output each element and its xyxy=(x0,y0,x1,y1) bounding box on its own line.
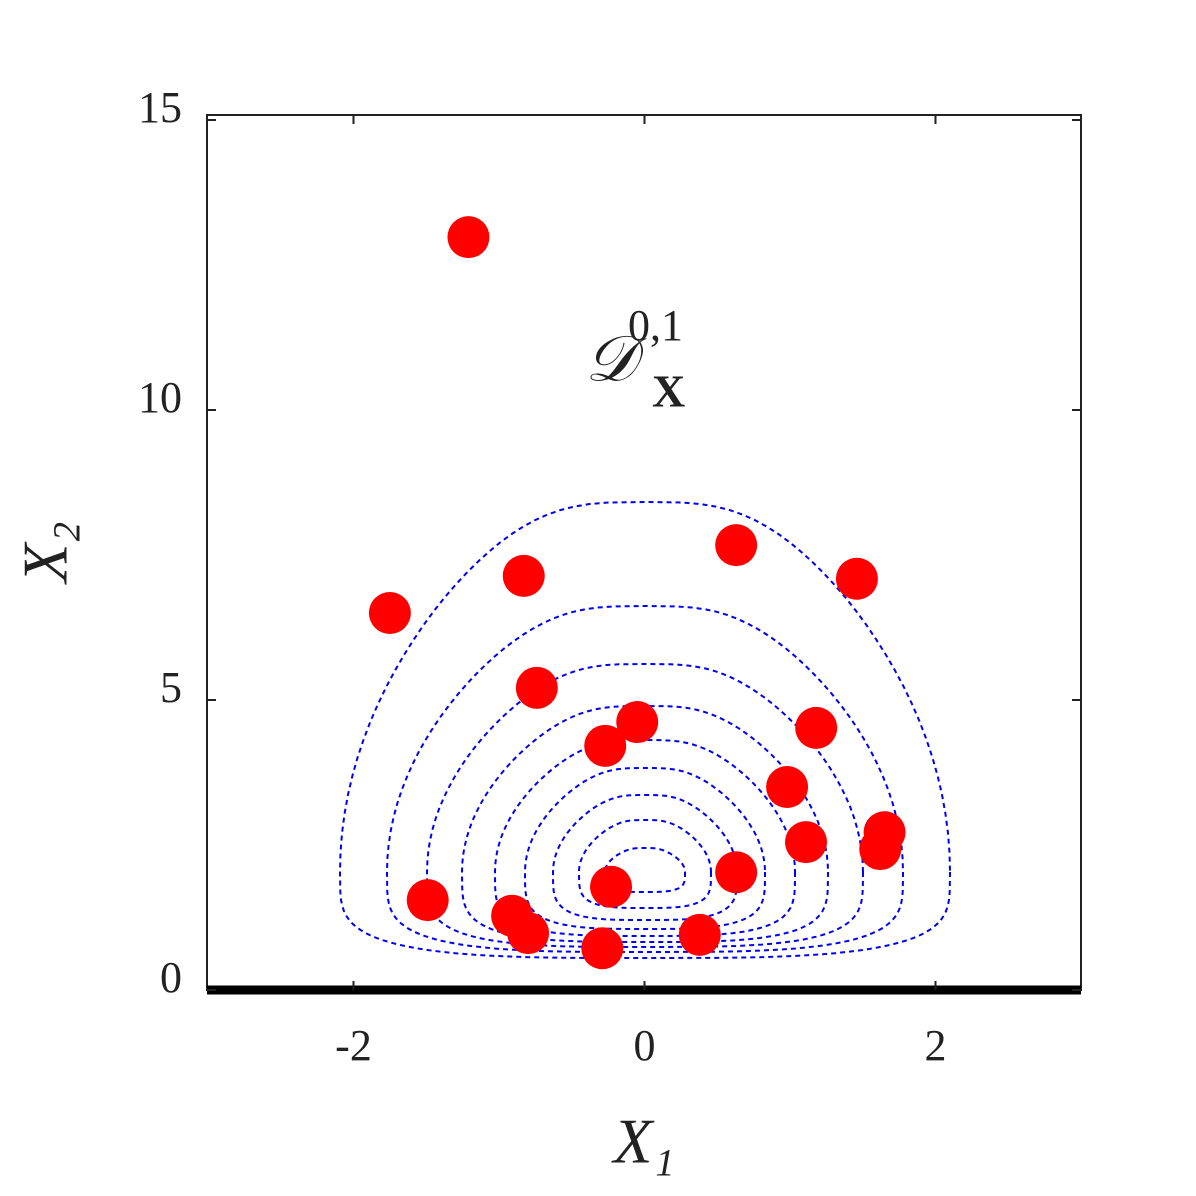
point xyxy=(368,592,411,634)
contour-line xyxy=(493,738,797,937)
point xyxy=(616,701,659,744)
y-tick-label: 10 xyxy=(138,373,182,422)
contour-line xyxy=(551,793,739,921)
contour-line xyxy=(460,704,830,943)
point xyxy=(835,557,878,600)
point xyxy=(785,821,828,864)
point xyxy=(581,927,624,970)
x-axis-label: X₁ xyxy=(610,1106,674,1177)
y-tick-label: 15 xyxy=(138,83,182,132)
point xyxy=(515,666,558,709)
contour-line xyxy=(385,604,905,954)
contour-line xyxy=(577,818,713,909)
contour-line xyxy=(338,500,952,960)
point xyxy=(766,766,809,808)
x-tick-label: 2 xyxy=(925,1021,947,1070)
x-tick-label: -2 xyxy=(335,1021,372,1070)
contour-line xyxy=(523,766,767,930)
point xyxy=(590,865,633,908)
annotation-subscript: X xyxy=(652,366,685,417)
point xyxy=(678,913,721,956)
x-tick-label: 0 xyxy=(634,1021,656,1070)
point xyxy=(406,879,449,922)
y-tick-label: 0 xyxy=(160,953,182,1002)
contour-line xyxy=(425,662,865,949)
point xyxy=(447,216,490,259)
annotation-superscript: 0,1 xyxy=(628,301,683,350)
y-axis-label: X₂ xyxy=(10,521,81,585)
point xyxy=(584,724,627,767)
contours xyxy=(338,500,952,960)
point xyxy=(502,554,545,597)
point xyxy=(859,828,902,871)
point xyxy=(715,851,758,894)
y-tick-label: 5 xyxy=(160,663,182,712)
point xyxy=(795,706,838,749)
point xyxy=(507,912,550,955)
point xyxy=(715,524,758,567)
